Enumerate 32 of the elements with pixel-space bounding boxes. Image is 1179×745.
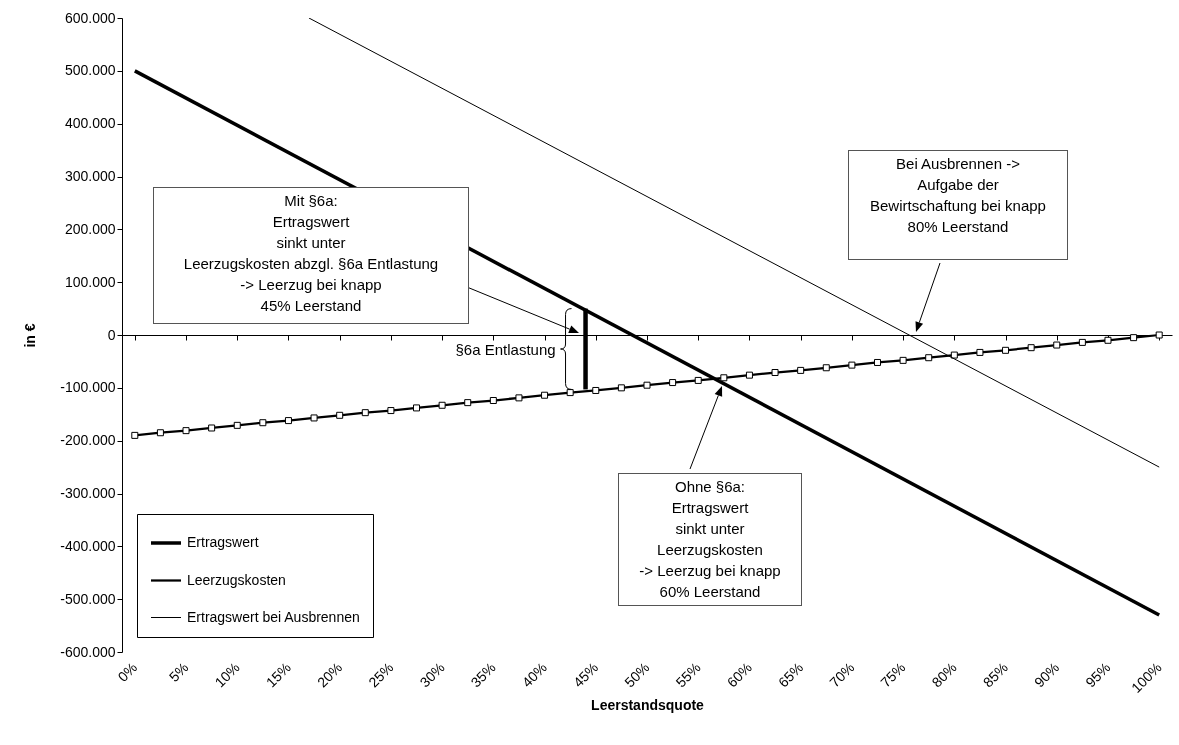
- annotation: §6a Entlastung: [455, 340, 556, 358]
- x-tick-label: 60%: [723, 659, 755, 691]
- y-tick-label: -300.000: [60, 485, 116, 501]
- y-tick-label: -500.000: [60, 590, 116, 607]
- legend-label: Ertragswert: [187, 534, 259, 550]
- y-tick-label: 500.000: [64, 62, 116, 79]
- annotation: Bei Ausbrennen -> Aufgabe der Bewirtschaftung bei knapp 80% Leerstand: [869, 154, 1047, 237]
- y-tick-label: -100.000: [60, 379, 116, 396]
- y-tick-label: 0: [107, 326, 116, 343]
- y-tick-label: 300.000: [64, 168, 116, 184]
- legend-label: Ertragswert bei Ausbrennen: [187, 608, 360, 625]
- annotation: Ohne §6a: Ertragswert sinkt unter Leerzugskosten -> Leerzug bei knapp 60% Leerstand: [638, 477, 782, 602]
- annotation: Mit §6a: Ertragswert sinkt unter Leerzugskosten abzgl. §6a Entlastung -> Leerzug bei knapp 45% Leerstand: [182, 191, 440, 316]
- y-tick-label: 100.000: [64, 273, 116, 290]
- x-tick-label: 75%: [877, 659, 909, 691]
- y-tick-label: -600.000: [60, 643, 116, 660]
- legend-label: Leerzugskosten: [187, 571, 286, 588]
- x-tick-label: 5%: [165, 659, 192, 685]
- x-axis-title: Leerstandsquote: [591, 696, 705, 713]
- x-tick-label: 95%: [1082, 659, 1114, 691]
- y-tick-label: 200.000: [64, 220, 116, 237]
- y-axis-title: in €: [22, 323, 39, 348]
- y-tick-label: 400.000: [64, 115, 116, 132]
- y-tick-label: 600.000: [64, 9, 116, 26]
- x-tick-label: 70%: [826, 659, 858, 691]
- x-tick-label: 50%: [621, 659, 653, 691]
- y-tick-label: -200.000: [60, 432, 116, 449]
- x-tick-label: 40%: [518, 659, 551, 691]
- x-tick-label: 45%: [570, 659, 602, 691]
- x-tick-label: 85%: [979, 659, 1011, 691]
- y-tick-label: -400.000: [60, 537, 116, 554]
- x-tick-label: 0%: [114, 659, 141, 685]
